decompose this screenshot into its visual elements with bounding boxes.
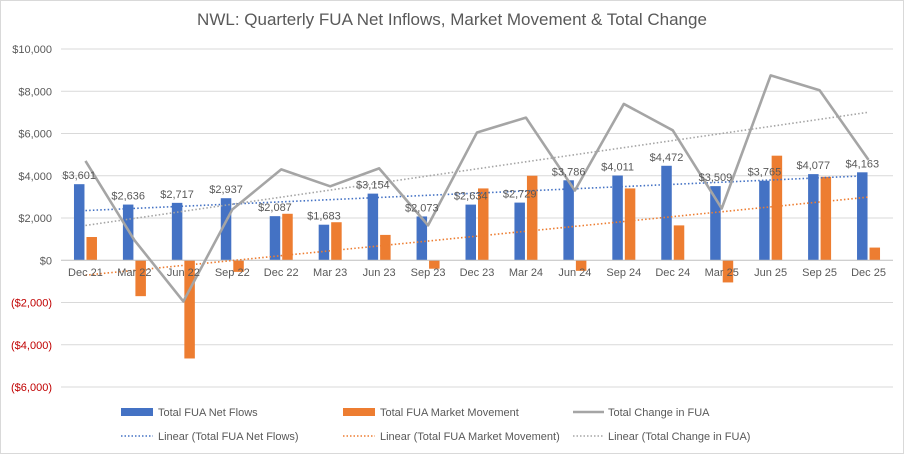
data-label-net-flows: $2,087 <box>258 202 292 214</box>
y-tick-label: $4,000 <box>18 171 52 183</box>
bar-market-movement <box>429 260 440 269</box>
y-tick-label: $10,000 <box>12 44 52 56</box>
data-label-net-flows: $2,634 <box>454 191 488 203</box>
data-label-net-flows: $2,937 <box>209 184 243 196</box>
y-tick-label: $0 <box>40 255 52 267</box>
data-label-net-flows: $4,163 <box>845 158 879 170</box>
bar-market-movement <box>526 175 538 261</box>
bar-market-movement <box>233 260 244 272</box>
x-tick-label: Jun 22 <box>167 267 200 279</box>
x-tick-label: Sep 25 <box>802 267 837 279</box>
trendline <box>85 196 869 276</box>
data-labels: $3,601 $2,636 $2,717 $2,937 $2,087 $1,683 $3,1… <box>62 152 879 223</box>
data-label-net-flows: $3,786 <box>552 166 586 178</box>
x-tick-label: Sep 24 <box>606 267 641 279</box>
bar-net-flows <box>367 193 379 261</box>
legend-label-trend-total-change: Linear (Total Change in FUA) <box>608 431 750 443</box>
x-tick-label: Sep 23 <box>411 267 446 279</box>
x-tick-label: Mar 24 <box>509 267 543 279</box>
y-tick-label: ($2,000) <box>11 298 52 310</box>
legend-label-total-change: Total Change in FUA <box>608 407 710 419</box>
bar-market-movement <box>282 213 293 261</box>
legend-label-trend-market-movement: Linear (Total FUA Market Movement) <box>380 431 560 443</box>
bar-market-movement <box>722 260 734 283</box>
bar-market-movement <box>624 188 636 261</box>
data-label-net-flows: $4,472 <box>650 152 684 164</box>
y-tick-label: ($4,000) <box>11 340 52 352</box>
chart-title: NWL: Quarterly FUA Net Inflows, Market M… <box>197 10 707 29</box>
bar-net-flows <box>416 216 428 261</box>
data-label-net-flows: $3,154 <box>356 180 390 192</box>
bar-market-movement <box>820 176 832 261</box>
bar-net-flows <box>220 198 232 261</box>
bar-net-flows <box>465 204 476 261</box>
data-label-net-flows: $3,765 <box>748 167 782 179</box>
trendlines <box>85 111 869 276</box>
y-tick-label: ($6,000) <box>11 382 52 394</box>
bar-net-flows <box>661 165 672 261</box>
x-tick-label: Dec 22 <box>264 267 299 279</box>
bar-market-movement <box>184 260 195 359</box>
data-label-net-flows: $4,011 <box>601 162 634 174</box>
bar-net-flows <box>857 172 868 261</box>
legend-label-trend-net-flows: Linear (Total FUA Net Flows) <box>158 431 299 443</box>
bar-net-flows <box>759 180 770 261</box>
data-label-net-flows: $3,601 <box>62 170 96 182</box>
y-tick-label: $2,000 <box>18 213 52 225</box>
x-tick-label: Jun 24 <box>558 267 591 279</box>
x-axis-ticks: Dec 21 Mar 22 Jun 22 Sep 22 Dec 22 Mar 23 Jun … <box>68 267 886 279</box>
bar-market-movement <box>869 247 881 261</box>
x-tick-label: Sep 22 <box>215 267 250 279</box>
data-label-net-flows: $2,636 <box>111 191 145 203</box>
x-tick-label: Mar 23 <box>313 267 347 279</box>
x-tick-label: Dec 25 <box>851 267 886 279</box>
bar-market-movement <box>575 260 587 271</box>
data-label-net-flows: $4,077 <box>797 160 831 172</box>
bar-market-movement <box>771 155 783 261</box>
x-tick-label: Jun 23 <box>363 267 396 279</box>
bar-net-flows <box>612 175 623 261</box>
trendline <box>85 111 869 227</box>
x-tick-label: Dec 23 <box>460 267 495 279</box>
legend-label-market-movement: Total FUA Market Movement <box>380 407 519 419</box>
data-label-net-flows: $2,717 <box>160 189 194 201</box>
line-total-change <box>84 74 870 303</box>
bar-net-flows <box>710 186 721 261</box>
bar-market-movement <box>86 237 97 261</box>
total-change-line <box>84 74 870 303</box>
data-label-net-flows: $1,683 <box>307 211 341 223</box>
bar-market-movement <box>331 222 342 261</box>
x-tick-label: Dec 24 <box>655 267 690 279</box>
data-label-net-flows: $3,509 <box>699 172 733 184</box>
bars <box>73 155 881 359</box>
bar-net-flows <box>269 216 281 261</box>
legend-swatch-net-flows <box>121 408 153 416</box>
data-label-net-flows: $2,729 <box>503 189 537 201</box>
bar-net-flows <box>171 202 183 261</box>
x-tick-label: Dec 21 <box>68 267 103 279</box>
y-tick-label: $8,000 <box>18 86 52 98</box>
bar-market-movement <box>135 260 146 297</box>
bar-net-flows <box>73 184 85 261</box>
bar-net-flows <box>318 224 330 261</box>
legend: Total FUA Net Flows Total FUA Market Mov… <box>121 407 750 443</box>
bar-market-movement <box>380 234 391 261</box>
y-axis-ticks: ($6,000) ($4,000) ($2,000) $0 $2,000 $4,000 $6… <box>11 44 52 394</box>
x-tick-label: Jun 25 <box>754 267 787 279</box>
bar-market-movement <box>673 225 685 261</box>
bar-net-flows <box>563 180 574 261</box>
x-tick-label: Mar 25 <box>705 267 739 279</box>
bar-net-flows <box>808 174 819 261</box>
data-label-net-flows: $2,073 <box>405 202 439 214</box>
bar-market-movement <box>478 188 489 261</box>
legend-label-net-flows: Total FUA Net Flows <box>158 407 258 419</box>
bar-net-flows <box>514 202 525 261</box>
legend-swatch-market-movement <box>343 408 375 416</box>
x-tick-label: Mar 22 <box>117 267 151 279</box>
trendline <box>85 174 869 212</box>
y-tick-label: $6,000 <box>18 129 52 141</box>
